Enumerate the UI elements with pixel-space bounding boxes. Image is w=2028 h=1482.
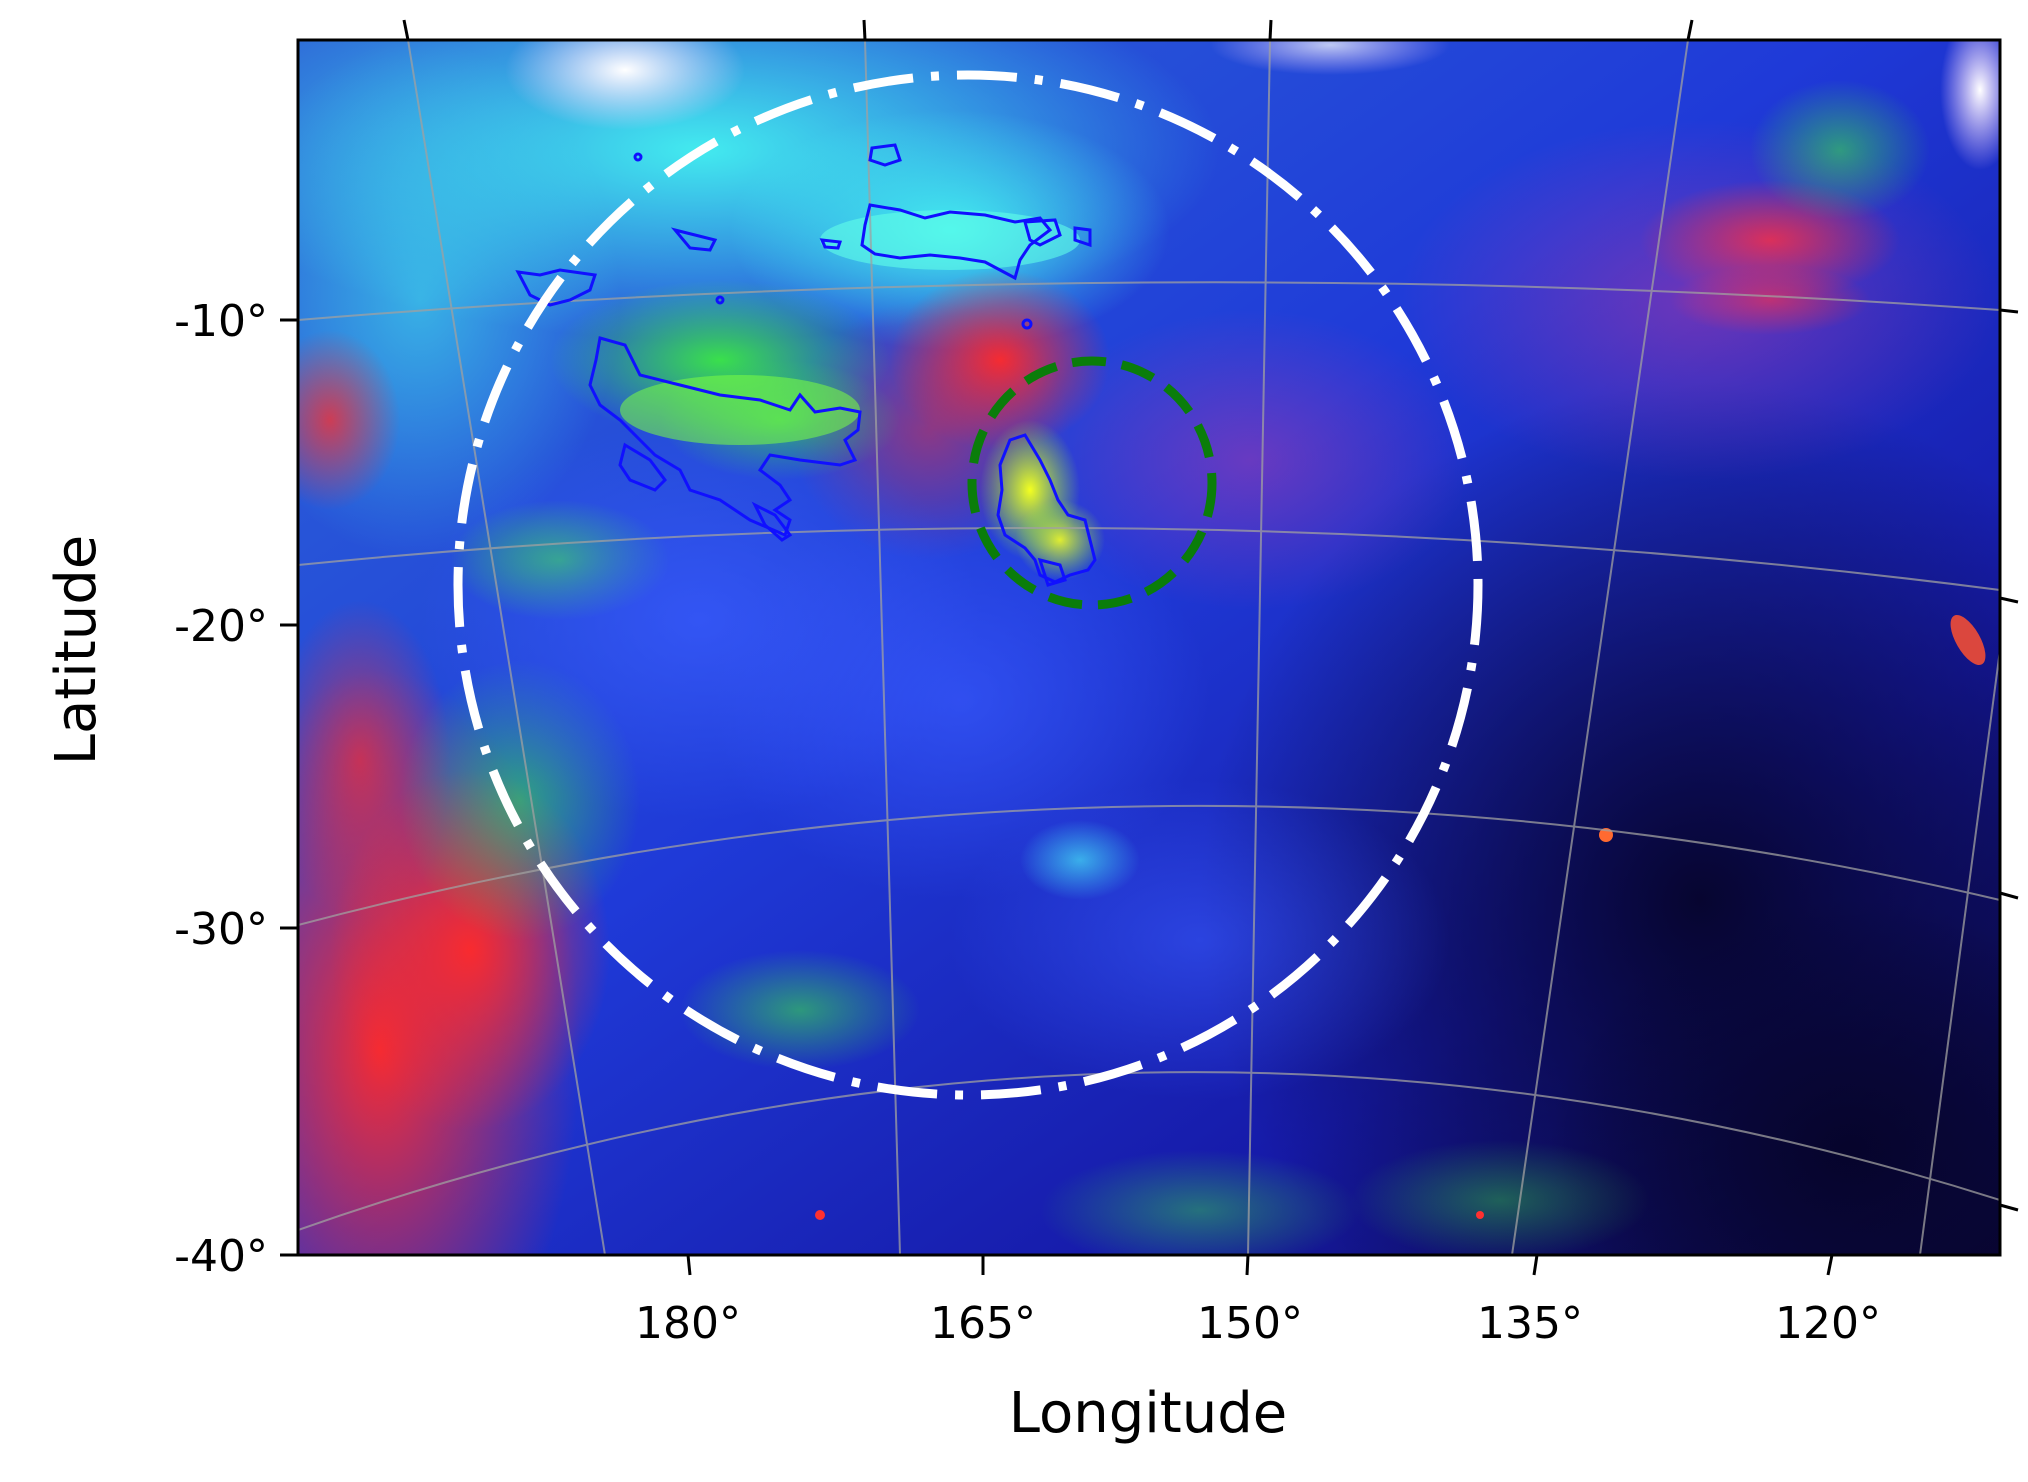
large-region-circle [453, 70, 1483, 1100]
blue-contours [515, 143, 1097, 587]
coordinate-grid [298, 40, 2000, 1255]
y-tick-label-minus10: -10° [174, 296, 268, 347]
y-tick-label-minus40: -40° [174, 1231, 268, 1282]
x-tick-label-150: 150° [1197, 1298, 1303, 1349]
x-axis-label: Longitude [1009, 1381, 1288, 1446]
x-tick-label-120: 120° [1775, 1298, 1881, 1349]
y-axis-label: Latitude [44, 535, 109, 765]
x-tick-label-135: 135° [1477, 1298, 1583, 1349]
plot-frame [296, 38, 2002, 1257]
small-region-circle [967, 356, 1217, 610]
y-tick-label-minus20: -20° [174, 601, 268, 652]
sky-image [298, 40, 2000, 1255]
y-tick-label-minus30: -30° [174, 904, 268, 955]
x-tick-label-165: 165° [930, 1298, 1036, 1349]
x-tick-label-180: 180° [635, 1298, 741, 1349]
axis-ticks [280, 19, 2019, 1276]
